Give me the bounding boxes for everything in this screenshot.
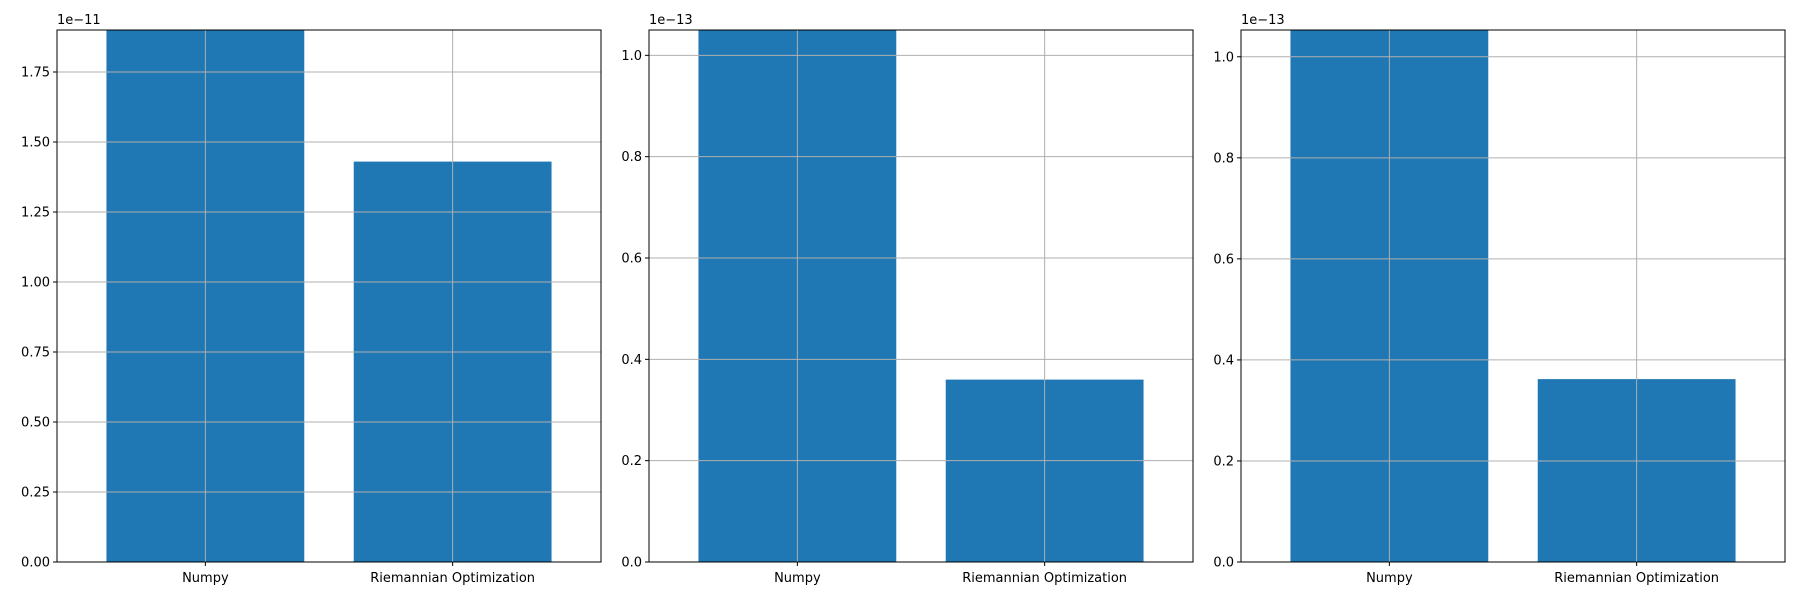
x-tick-label: Numpy: [774, 571, 821, 586]
x-tick-label: Riemannian Optimization: [370, 571, 535, 586]
y-tick-label: 1.50: [21, 136, 50, 151]
y-axis: 0.0 0.2 0.4 0.6 0.8 1.0: [1213, 50, 1241, 571]
axes-frame: [648, 29, 1194, 563]
x-axis: Numpy Riemannian Optimization: [774, 562, 1127, 586]
x-axis: Numpy Riemannian Optimization: [182, 562, 535, 586]
chart-panel-1: 0.00 0.25 0.50 0.75 1.00 1.25 1.50 1.75 Numpy Rie…: [21, 13, 602, 586]
y-tick-label: 0.8: [1213, 151, 1234, 166]
axes-frame: [56, 29, 602, 563]
y-tick-label: 0.2: [621, 454, 642, 469]
y-tick-label: 0.8: [621, 150, 642, 165]
y-tick-label: 1.75: [21, 66, 50, 81]
x-tick-label: Riemannian Optimization: [962, 571, 1127, 586]
chart-panels: 0.00 0.25 0.50 0.75 1.00 1.25 1.50 1.75 Numpy Rie…: [21, 13, 1786, 586]
y-tick-label: 0.0: [621, 556, 642, 571]
y-tick-label: 1.0: [1213, 50, 1234, 65]
y-tick-label: 0.25: [21, 486, 50, 501]
grid-lines: [57, 30, 601, 563]
y-tick-label: 0.2: [1213, 454, 1234, 469]
y-axis: 0.00 0.25 0.50 0.75 1.00 1.25 1.50 1.75: [21, 66, 57, 571]
chart-panel-3: 0.0 0.2 0.4 0.6 0.8 1.0 Numpy Riemannian Optimi…: [1213, 13, 1786, 586]
y-tick-label: 1.25: [21, 206, 50, 221]
y-tick-label: 0.50: [21, 416, 50, 431]
y-offset-label: 1e−13: [1241, 13, 1285, 28]
x-axis: Numpy Riemannian Optimization: [1366, 562, 1719, 586]
y-tick-label: 0.6: [1213, 252, 1234, 267]
axes-frame: [1240, 29, 1786, 563]
y-tick-label: 0.4: [1213, 353, 1234, 368]
y-axis: 0.0 0.2 0.4 0.6 0.8 1.0: [621, 49, 649, 571]
y-tick-label: 0.4: [621, 353, 642, 368]
y-tick-label: 0.00: [21, 556, 50, 571]
x-tick-label: Numpy: [182, 571, 229, 586]
x-tick-label: Riemannian Optimization: [1554, 571, 1719, 586]
chart-panel-2: 0.0 0.2 0.4 0.6 0.8 1.0 Numpy Riemannian Optimi…: [621, 13, 1194, 586]
y-offset-label: 1e−13: [649, 13, 693, 28]
y-tick-label: 1.00: [21, 276, 50, 291]
y-offset-label: 1e−11: [57, 13, 101, 28]
y-tick-label: 1.0: [621, 49, 642, 64]
y-tick-label: 0.75: [21, 346, 50, 361]
y-tick-label: 0.6: [621, 252, 642, 267]
x-tick-label: Numpy: [1366, 571, 1413, 586]
y-tick-label: 0.0: [1213, 556, 1234, 571]
